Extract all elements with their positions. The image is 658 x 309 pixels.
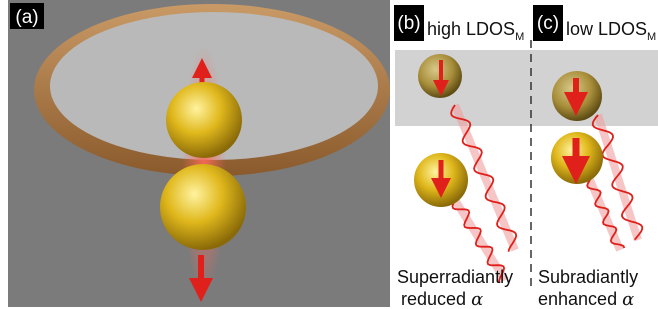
caption-symbol: α: [622, 289, 634, 309]
panel-heading: high LDOSM: [427, 19, 524, 43]
heading-subscript: M: [515, 31, 524, 43]
caption-text: reduced: [401, 289, 466, 309]
caption-symbol: α: [471, 289, 483, 309]
panel-label: (a): [15, 7, 38, 28]
caption-text: enhanced: [538, 289, 617, 309]
heading-subscript: M: [647, 31, 656, 43]
panel-heading: low LDOSM: [566, 19, 656, 43]
caption-line: reduced α: [401, 289, 483, 309]
panel-label: (b): [397, 13, 420, 34]
caption-line: Superradiantly: [397, 267, 513, 287]
panel-a: (a): [8, 0, 390, 307]
caption-line: Subradiantly: [538, 267, 638, 287]
wave-beam: [590, 180, 620, 250]
heading-text: high LDOS: [427, 19, 515, 39]
waves: [451, 105, 642, 283]
nanoparticle: [166, 82, 242, 158]
nanoparticle: [160, 164, 246, 250]
heading-text: low LDOS: [566, 19, 647, 39]
figure: (a) (b) high LDOSM (c) low LDOSM Superra…: [0, 0, 658, 309]
caption-line: enhanced α: [538, 289, 634, 309]
panel-label: (c): [537, 13, 559, 34]
